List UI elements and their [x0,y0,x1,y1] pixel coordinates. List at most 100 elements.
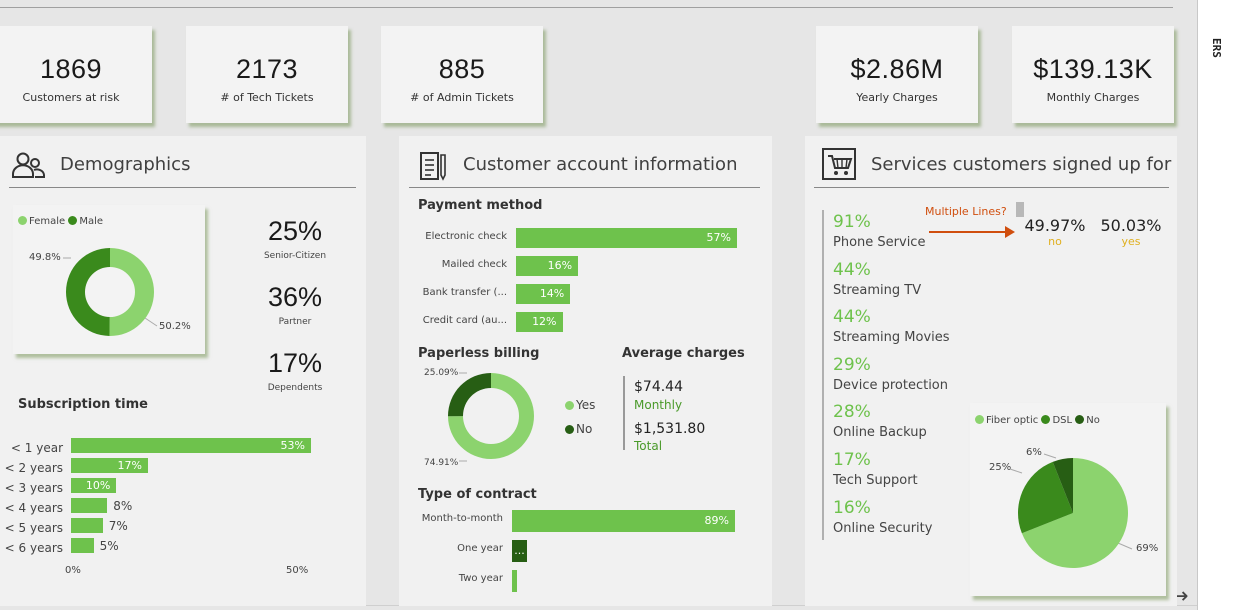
kpi-tech-tickets: 2173 # of Tech Tickets [186,26,348,123]
fiber-swatch [975,415,984,424]
bar[interactable] [71,498,108,513]
legend-no-label: No [1086,415,1100,426]
payment-bar-chart: Electronic check 57% Mailed check 16% Bank t… [399,224,772,334]
bar-value: 14% [539,287,565,300]
internet-pie-card: Fiber optic DSL No 6% 25% 69% [970,403,1166,596]
axis-tick-0: 0% [65,565,81,576]
bar-label: < 1 year [10,441,63,455]
internet-pie-chart [1009,453,1133,568]
bar-label: Bank transfer (... [422,287,507,298]
bar[interactable] [71,518,103,533]
avg-divider [623,376,625,450]
ml-no-label: no [1048,235,1062,248]
donut-slice-female[interactable] [109,248,154,336]
demographics-title: Demographics [60,154,191,175]
bar-label: One year [457,543,503,554]
avg-total-label: Total [634,439,663,453]
donut-slice-male[interactable] [65,248,110,336]
paperless-legend-yes[interactable]: Yes [565,398,595,412]
demographics-card: Demographics Female Male 49.8% 50.2% 25%… [0,136,366,606]
top-divider [0,7,1173,8]
bar[interactable] [71,538,94,553]
bar-label: < 3 years [4,481,63,495]
kpi-admin-tickets: 885 # of Admin Tickets [381,26,543,123]
pie-slice-no[interactable] [1052,458,1073,513]
bar[interactable] [512,570,517,592]
bar-label: Two year [458,573,503,584]
legend-dsl[interactable]: DSL [1041,415,1072,426]
people-icon [10,150,46,184]
avg-monthly-label: Monthly [634,398,683,412]
bar-label: Electronic check [425,231,507,242]
services-card: Services customers signed up for 91% Phon… [805,136,1177,606]
kpi-value: $139.13K [1033,54,1153,84]
stat-value: 25% [267,216,323,246]
legend-no-label: No [576,422,593,436]
kpi-yearly-charges: $2.86M Yearly Charges [816,26,978,123]
stat-label: Partner [278,317,312,327]
service-name: Online Security [833,520,933,536]
bar[interactable] [71,438,311,453]
bar-value: 7% [108,519,128,533]
paperless-legend-no[interactable]: No [565,422,592,436]
avg-monthly-value: $74.44 [634,379,683,395]
subscription-title: Subscription time [18,397,148,412]
donut-slice-yes[interactable] [448,373,534,459]
subscription-bar-chart: < 1 year 53% < 2 years 17% < 3 years 10% < 4 y… [0,436,366,566]
service-percent: 44% [833,259,871,280]
bar[interactable] [512,510,735,532]
bar[interactable] [71,478,117,493]
multiple-lines-label: Multiple Lines? [925,205,1007,218]
donut-slice-no[interactable] [448,373,491,417]
stat-label: Dependents [267,383,323,393]
pie-slice-fiber[interactable] [1021,458,1128,568]
kpi-monthly-charges: $139.13K Monthly Charges [1012,26,1174,123]
stat-label: Senior-Citizen [263,251,327,261]
bar-label: < 5 years [4,521,63,535]
services-divider [822,210,824,540]
pie-slice-dsl[interactable] [1018,461,1073,534]
bar[interactable] [516,256,579,276]
bar-value: 10% [85,479,111,492]
bar[interactable] [516,284,571,304]
ml-yes-stat: 50.03% yes [1099,216,1163,248]
legend-male[interactable]: Male [68,216,103,227]
filters-pane[interactable]: ERS [1197,0,1237,610]
scroll-handle[interactable] [1016,202,1024,217]
kpi-label: Monthly Charges [1046,91,1140,104]
bar[interactable] [71,458,148,473]
kpi-label: Yearly Charges [856,91,938,104]
bar[interactable] [516,228,737,248]
service-name: Streaming Movies [833,330,950,346]
shopping-cart-icon [822,148,856,184]
no-swatch [565,425,574,434]
bar-value: 17% [117,459,142,472]
bar-label: Mailed check [441,259,507,270]
paperless-donut-chart [448,372,534,462]
dependents-stat: 17% Dependents [230,348,360,393]
service-name: Online Backup [833,425,927,441]
service-name: Streaming TV [833,282,922,298]
paperless-label-no: 74.91% [424,458,459,468]
legend-yes-label: Yes [576,398,596,412]
donut-label-male: 49.8% [29,252,61,263]
kpi-value: 885 [438,54,486,84]
paperless-title: Paperless billing [418,346,540,361]
bar-value: 16% [547,259,573,272]
bar-value: 89% [704,514,729,527]
legend-fiber[interactable]: Fiber optic [975,415,1038,426]
legend-female-label: Female [29,216,66,227]
stat-value: 36% [267,282,323,312]
bar[interactable] [512,540,528,562]
legend-female[interactable]: Female [18,216,65,227]
kpi-value: $2.86M [850,54,944,84]
bar-value: 12% [532,315,557,328]
partner-stat: 36% Partner [230,282,360,327]
legend-no[interactable]: No [1075,415,1100,426]
payment-title: Payment method [418,198,543,213]
pie-label-fiber: 69% [1136,543,1159,554]
account-title: Customer account information [463,154,738,175]
service-percent: 16% [833,497,871,518]
kpi-label: Customers at risk [22,91,120,104]
bar[interactable] [516,312,563,332]
